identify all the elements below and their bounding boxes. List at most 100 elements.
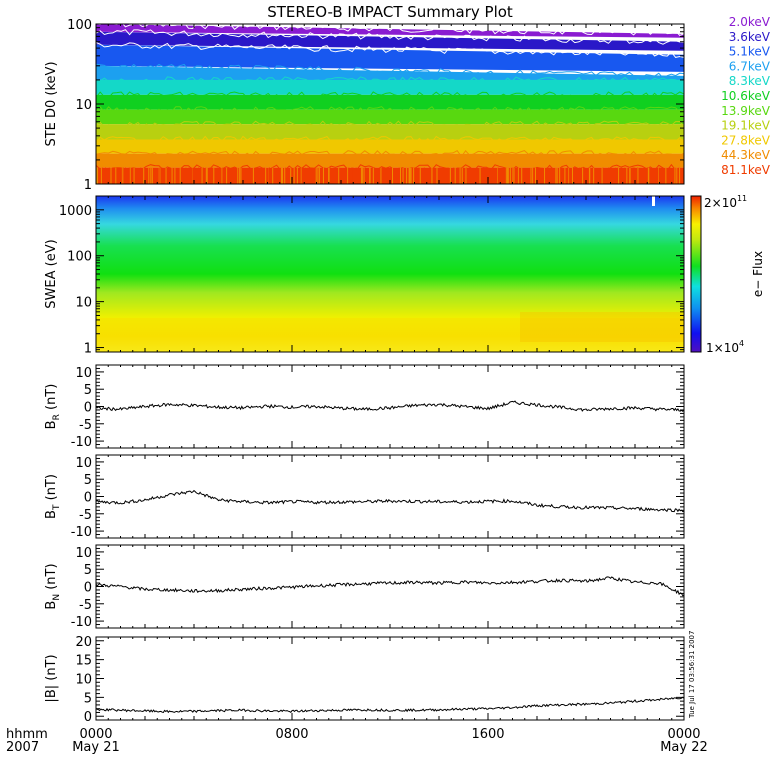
y-tick-label: -5 (79, 598, 92, 613)
panel-ylabel: BR (nT) (44, 384, 62, 430)
ste-band-edge (95, 76, 685, 84)
y-tick-label: 10 (75, 546, 92, 561)
ste-band-44.3keV (96, 153, 684, 168)
panel-BT: -10 -5 0 5 10 BT (nT) (44, 454, 685, 540)
y-tick-label: 5 (84, 473, 92, 488)
flux-colorbar-frame (690, 195, 702, 353)
legend-entry: 2.0keV (729, 15, 771, 29)
ste-band-edge (95, 120, 685, 128)
panel-ylabel: |B| (nT) (44, 654, 59, 702)
legend-entry: 13.9keV (721, 104, 771, 118)
y-tick-label: 1 (84, 178, 92, 193)
panel-frame (95, 636, 685, 721)
y-tick-label: 10 (75, 366, 92, 381)
y-tick-label: -10 (71, 435, 92, 450)
series-line-BT (95, 489, 685, 513)
y-tick-label: 5 (84, 691, 92, 706)
magnetic-field-panels: -10 -5 0 5 10 BR (nT) -10 -5 0 5 10 BT (nT) -10 -5 0 5 1… (44, 364, 685, 725)
panel-frame (95, 454, 685, 539)
time-tick-label: 0000 (667, 727, 700, 742)
swea-panel: 1 10 100 1000 SWEA (eV) 2×1011 1×104 e− Flu… (44, 194, 765, 357)
colorbar-min-label: 1×104 (706, 339, 744, 355)
y-tick-label: 10 (75, 673, 92, 688)
y-tick-label: 100 (67, 18, 92, 33)
time-axis-year: 2007 (6, 740, 39, 755)
ste-band-81.1keV (96, 167, 684, 184)
y-tick-label: -10 (71, 615, 92, 630)
ste-band-5.1keV (96, 44, 684, 72)
y-tick-label: 0 (84, 581, 92, 596)
panel-ylabel: BN (nT) (44, 563, 62, 609)
panel-ylabel: BT (nT) (44, 474, 62, 519)
series-line-BR (95, 400, 685, 413)
generation-timestamp: Tue Jul 17 03:56:31 2007 (688, 631, 696, 719)
legend-entry: 8.3keV (729, 74, 771, 88)
panel-frame (95, 364, 685, 449)
legend-entry: 10.6keV (721, 89, 771, 103)
legend-entry: 6.7keV (729, 59, 771, 73)
panel-BR: -10 -5 0 5 10 BR (nT) (44, 364, 685, 450)
y-tick-label: 15 (75, 654, 92, 669)
time-tick-label: 1600 (471, 727, 504, 742)
ste-band-3.6keV (96, 31, 684, 51)
colorbar-label: e− Flux (751, 251, 765, 297)
ste-band-edge (95, 29, 685, 45)
y-tick-label: 1000 (59, 204, 92, 219)
y-tick-label: 100 (67, 250, 92, 265)
y-tick-label: -10 (71, 525, 92, 540)
legend-entry: 19.1keV (721, 119, 771, 133)
series-line-BN (95, 576, 685, 597)
swea-data-gap (652, 196, 655, 206)
ste-legend: 2.0keV3.6keV5.1keV6.7keV8.3keV10.6keV13.… (721, 15, 771, 177)
ste-band-edge (95, 135, 685, 144)
date-label-end: May 22 (660, 740, 708, 755)
y-tick-label: 5 (84, 383, 92, 398)
legend-entry: 3.6keV (729, 30, 771, 44)
ste-ylabel: STE D0 (keV) (44, 61, 59, 146)
date-label-start: May 21 (72, 740, 120, 755)
ste-energy-bands (95, 21, 685, 184)
ste-band-edge (95, 63, 685, 79)
y-tick-label: 20 (75, 635, 92, 650)
swea-ylabel: SWEA (eV) (44, 239, 59, 308)
legend-entry: 81.1keV (721, 163, 771, 177)
ste-band-10.6keV (96, 94, 684, 110)
y-tick-label: 10 (75, 456, 92, 471)
y-tick-label: 0 (84, 710, 92, 725)
ste-band-edge (95, 150, 685, 158)
legend-entry: 44.3keV (721, 148, 771, 162)
series-line-Bmag (95, 696, 685, 714)
ste-panel: 1 10 100 STE D0 (keV) 2.0keV3.6keV5.1keV6.… (44, 15, 771, 193)
swea-y-axis: 1 10 100 1000 (59, 195, 685, 357)
ste-band-edge (95, 42, 685, 58)
y-tick-label: 1 (84, 342, 92, 357)
y-tick-label: 0 (84, 491, 92, 506)
ste-band-8.3keV (96, 79, 684, 95)
ste-y-axis: 1 10 100 (67, 18, 685, 193)
y-tick-label: -5 (79, 508, 92, 523)
y-tick-label: 0 (84, 401, 92, 416)
panel-frame (95, 544, 685, 629)
time-tick-label: 0800 (275, 727, 308, 742)
y-tick-label: -5 (79, 418, 92, 433)
plot-title: STEREO-B IMPACT Summary Plot (267, 3, 513, 21)
ste-band-27.8keV (96, 139, 684, 154)
panel-BN: -10 -5 0 5 10 BN (nT) (44, 544, 685, 630)
flux-colorbar (691, 196, 701, 352)
y-tick-label: 10 (75, 98, 92, 113)
time-tick-label: 0000 (79, 727, 112, 742)
ste-band-19.1keV (96, 124, 684, 140)
legend-entry: 5.1keV (729, 45, 771, 59)
ste-band-edge (95, 163, 685, 172)
y-tick-label: 10 (75, 296, 92, 311)
ste-band-edge (95, 91, 685, 99)
colorbar-max-label: 2×1011 (704, 194, 747, 210)
time-axis-unit: hhmm (6, 727, 48, 742)
ste-band-13.9keV (96, 109, 684, 125)
swea-low-band-late (520, 312, 684, 342)
legend-entry: 27.8keV (721, 133, 771, 147)
swea-low-band (96, 318, 684, 352)
panel-Bmag: 0 5 10 15 20 |B| (nT) (44, 635, 685, 725)
ste-band-edge (95, 106, 685, 114)
